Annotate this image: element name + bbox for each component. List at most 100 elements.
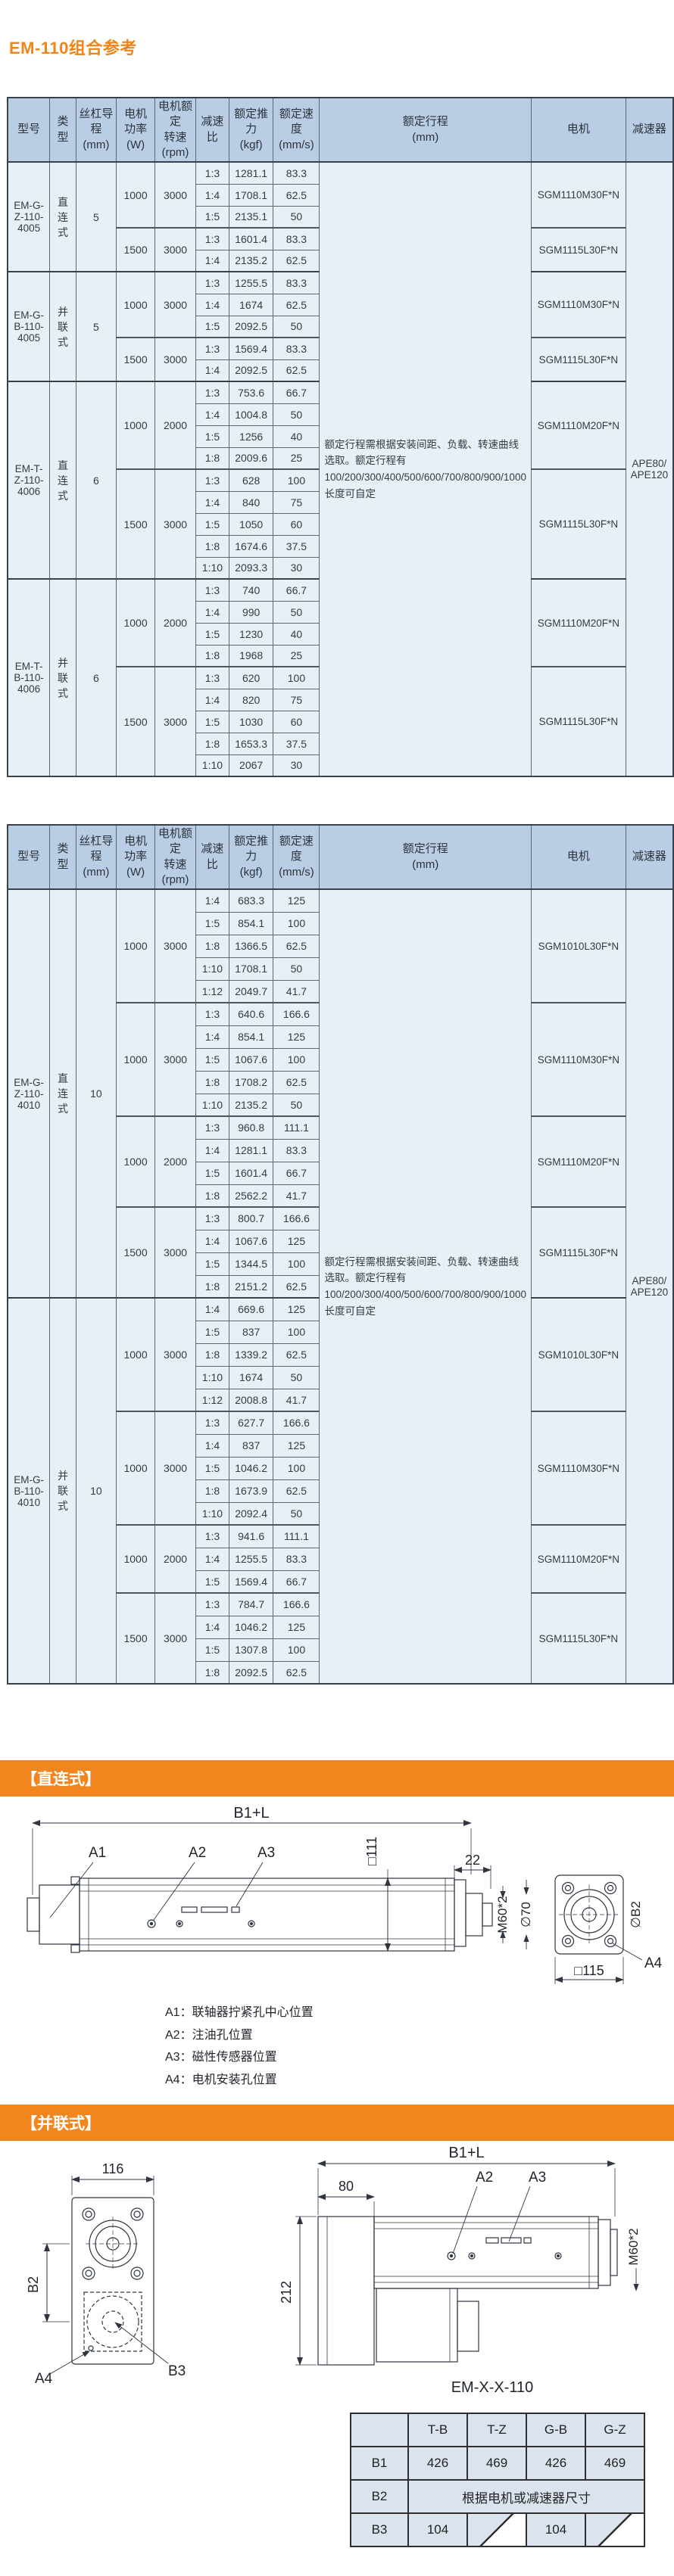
speed-cell: 40 — [273, 622, 320, 646]
spec-row: 1:4 2092.5 62.5 — [8, 359, 673, 382]
thrust-cell: 2135.2 — [228, 249, 274, 272]
dim-m60-label: M60*2 — [626, 2229, 641, 2266]
column-header: 电机 — [530, 97, 626, 163]
ratio-cell: 1:3 — [195, 1206, 229, 1230]
reducer-cell: APE80/APE120 — [625, 161, 674, 777]
power-cell: 1500 — [116, 666, 156, 777]
parallel-motor — [376, 2288, 458, 2363]
column-header: 丝杠导程 (mm) — [75, 97, 117, 163]
belt-housing — [317, 2216, 375, 2366]
page-title: EM-110组合参考 — [9, 39, 137, 58]
thrust-cell: 640.6 — [228, 1002, 274, 1026]
power-cell: 1000 — [116, 271, 156, 338]
spec-row: 1000 2000 1:3 960.8 111.1 SGM1110M20F*N — [8, 1115, 673, 1208]
ratio-cell: 1:4 — [195, 1229, 229, 1253]
ratio-cell: 1:10 — [195, 1093, 229, 1117]
thrust-cell: 628 — [228, 468, 274, 492]
power-cell: 1000 — [116, 161, 156, 229]
dims-value-cell: 469 — [585, 2446, 645, 2481]
ratio-cell: 1:5 — [195, 710, 229, 733]
reducer-mount-outline — [83, 2291, 142, 2352]
type-cell: 并联式 — [49, 271, 76, 382]
rpm-cell: 3000 — [154, 337, 196, 382]
hole-position-note: A1：联轴器拧紧孔中心位置 — [165, 2006, 314, 2019]
ratio-cell: 1:4 — [195, 293, 229, 316]
thrust-cell: 2067 — [228, 754, 274, 777]
dim-b1l-label: B1+L — [448, 2145, 484, 2161]
thrust-cell: 2049.7 — [228, 979, 274, 1003]
speed-cell: 66.7 — [273, 1570, 320, 1594]
spec-row: 1:4 1046.2 125 — [8, 1615, 673, 1639]
combination-spec-table: 型号 类型 丝杠导程 (mm) 电机功率 (W) 电机额定 转速 (rpm) 减速比 额定推力 (kg… — [7, 97, 674, 777]
speed-cell: 62.5 — [273, 1070, 320, 1094]
spec-row: 1000 3000 1:3 640.6 166.6 SGM1110M30F*N — [8, 1002, 673, 1117]
power-cell: 1500 — [116, 1206, 156, 1299]
thrust-cell: 1307.8 — [228, 1638, 274, 1662]
thrust-cell: 683.3 — [228, 888, 274, 913]
ratio-cell: 1:8 — [195, 1342, 229, 1367]
ratio-cell: 1:3 — [195, 337, 229, 360]
spec-row: 1:8 1674.6 37.5 — [8, 534, 673, 558]
column-header: 电机额定 转速 (rpm) — [154, 824, 196, 890]
model-cell: EM-G-B-110-4005 — [7, 271, 51, 382]
speed-cell: 83.3 — [273, 337, 320, 360]
ratio-cell: 1:3 — [195, 161, 229, 185]
speed-cell: 166.6 — [273, 1002, 320, 1026]
dims-row: B1 426 469 426 469 — [350, 2446, 645, 2481]
ratio-cell: 1:5 — [195, 1456, 229, 1480]
column-header: 减速比 — [195, 97, 229, 163]
column-header: 电机功率 (W) — [116, 824, 156, 890]
speed-cell: 125 — [273, 1433, 320, 1458]
model-cell: EM-G-B-110-4010 — [7, 1297, 51, 1685]
spec-row: 1000 2000 1:3 941.6 111.1 SGM1110M20F*N — [8, 1524, 673, 1594]
dim-m60-label: M60*2 — [495, 1896, 510, 1933]
speed-cell: 75 — [273, 688, 320, 711]
ratio-cell: 1:5 — [195, 1161, 229, 1185]
spec-row: 1:5 1569.4 66.7 — [8, 1570, 673, 1594]
spec-row: 1:5 1050 60 — [8, 512, 673, 536]
thrust-cell: 2093.3 — [228, 556, 274, 580]
thrust-cell: 669.6 — [228, 1297, 274, 1321]
speed-cell: 125 — [273, 1615, 320, 1639]
ratio-cell: 1:12 — [195, 1388, 229, 1412]
type-cell: 并联式 — [49, 1297, 76, 1685]
spec-row: 1:12 2049.7 41.7 — [8, 979, 673, 1003]
thrust-cell: 1968 — [228, 644, 274, 667]
spec-row: 1:8 1673.9 62.5 — [8, 1479, 673, 1503]
dims-value-cell: 426 — [526, 2446, 586, 2481]
dims-row: B2 根据电机或减速器尺寸 — [350, 2479, 645, 2515]
ratio-cell: 1:10 — [195, 754, 229, 777]
spec-row: 1000 3000 1:3 627.7 166.6 SGM1110M30F*N — [8, 1411, 673, 1526]
stroke-note-cell: 额定行程需根据安装间距、负载、转速曲线选取。额定行程有100/200/300/4… — [319, 161, 532, 777]
speed-cell: 25 — [273, 446, 320, 470]
thrust-cell: 854.1 — [228, 911, 274, 935]
thrust-cell: 1601.4 — [228, 227, 274, 250]
column-header: 额定速度 (mm/s) — [273, 97, 320, 163]
spec-row: 1500 3000 1:3 628 100 SGM1115L30F*N — [8, 468, 673, 580]
motor-cell: SGM1110M20F*N — [530, 381, 626, 470]
spec-row: 1:5 837 100 — [8, 1320, 673, 1344]
spec-row: 1:8 2009.6 25 — [8, 446, 673, 470]
header-row: 型号 类型 丝杠导程 (mm) 电机功率 (W) 电机额定 转速 (rpm) 减速比 额定推力 (kg… — [7, 97, 674, 163]
motor-cell: SGM1115L30F*N — [530, 666, 626, 777]
spec-row: 1:5 1046.2 100 — [8, 1456, 673, 1480]
thrust-cell: 1674.6 — [228, 534, 274, 558]
thrust-cell: 1708.1 — [228, 183, 274, 207]
thrust-cell: 1708.2 — [228, 1070, 274, 1094]
rpm-cell: 3000 — [154, 888, 196, 1003]
motor-cell: SGM1110M30F*N — [530, 1411, 626, 1526]
ratio-cell: 1:5 — [195, 205, 229, 229]
ratio-cell: 1:4 — [195, 888, 229, 913]
speed-cell: 62.5 — [273, 249, 320, 272]
motor-cell: SGM1110M30F*N — [530, 1002, 626, 1117]
thrust-cell: 1255.5 — [228, 1547, 274, 1571]
power-cell: 1000 — [116, 1297, 156, 1412]
spec-row: 1:10 2092.4 50 — [8, 1501, 673, 1526]
speed-cell: 166.6 — [273, 1411, 320, 1435]
speed-cell: 66.7 — [273, 578, 320, 602]
dims-column-header — [350, 2413, 409, 2448]
spec-row: 1:8 1708.2 62.5 — [8, 1070, 673, 1094]
spec-row: 1:5 1030 60 — [8, 710, 673, 733]
ratio-cell: 1:4 — [195, 1615, 229, 1639]
spec-table-4005-4006-container: 型号 类型 丝杠导程 (mm) 电机功率 (W) 电机额定 转速 (rpm) 减速比 额定推力 (kg… — [0, 97, 674, 777]
